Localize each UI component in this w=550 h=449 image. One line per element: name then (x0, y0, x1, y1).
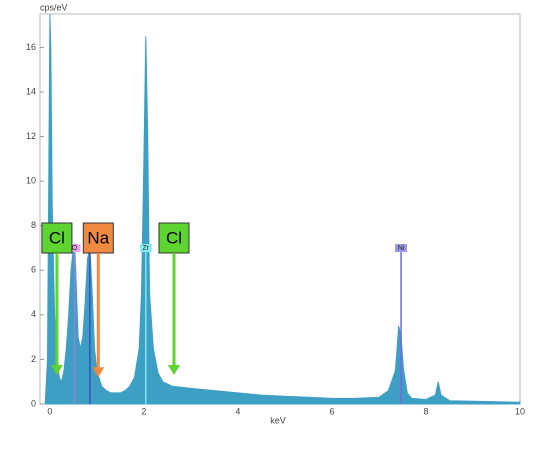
element-label: Zr (142, 245, 149, 252)
annotation-box (41, 222, 73, 254)
x-tick-label: 2 (141, 406, 146, 416)
x-tick-label: 10 (515, 406, 525, 416)
annotation-label: Na (87, 228, 109, 247)
y-tick-label: 16 (26, 42, 36, 52)
x-tick-label: 6 (329, 406, 334, 416)
element-label: Ni (398, 245, 405, 252)
y-tick-label: 8 (31, 220, 36, 230)
x-tick-label: 0 (47, 406, 52, 416)
annotation-box (158, 222, 190, 254)
spectrum (44, 13, 521, 405)
y-tick-label: 0 (31, 398, 36, 408)
plot-frame (39, 13, 521, 405)
element-box (395, 244, 408, 252)
annotation-label: Cl (49, 228, 65, 247)
element-box (68, 244, 81, 252)
y-tick-label: 2 (31, 354, 36, 364)
y-tick-label: 4 (31, 309, 36, 319)
y-tick-label: 6 (31, 265, 36, 275)
x-axis-label: keV (270, 415, 286, 425)
x-tick-label: 8 (423, 406, 428, 416)
element-box (139, 244, 152, 252)
annotation-label: Cl (166, 228, 182, 247)
annotation-box (82, 222, 114, 254)
x-tick-label: 4 (235, 406, 240, 416)
y-tick-label: 10 (26, 176, 36, 186)
annotation-arrowhead (50, 365, 63, 376)
y-axis-label: cps/eV (40, 2, 68, 12)
annotation-arrowhead (92, 367, 105, 378)
element-label: O (72, 245, 78, 252)
y-tick-label: 14 (26, 86, 36, 96)
y-tick-label: 12 (26, 131, 36, 141)
annotation-arrowhead (167, 365, 180, 376)
